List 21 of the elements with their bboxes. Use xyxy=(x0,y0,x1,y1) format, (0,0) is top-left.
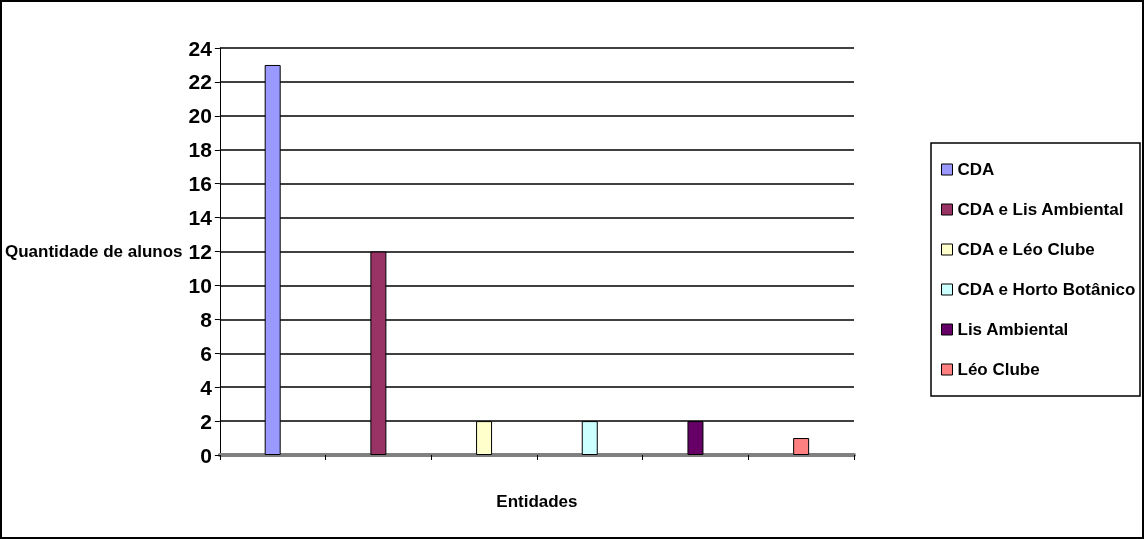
legend-label: CDA e Horto Botânico xyxy=(957,280,1136,299)
y-tick-label: 18 xyxy=(188,138,213,162)
y-axis-title: Quantidade de alunos xyxy=(4,242,183,261)
legend-label: CDA xyxy=(957,160,995,179)
legend-label: Léo Clube xyxy=(957,360,1040,379)
y-tick-label: 0 xyxy=(200,443,212,467)
legend-label: CDA e Lis Ambiental xyxy=(957,200,1124,219)
legend-label: Lis Ambiental xyxy=(957,320,1069,339)
y-tick-label: 12 xyxy=(188,240,212,263)
y-tick-label: 14 xyxy=(188,206,213,230)
legend-label: CDA e Léo Clube xyxy=(957,240,1095,259)
y-tick-label: 16 xyxy=(188,172,212,196)
x-axis-title: Entidades xyxy=(496,492,578,511)
y-tick-label: 20 xyxy=(188,104,212,128)
y-tick-label: 22 xyxy=(188,70,212,94)
y-tick-label: 4 xyxy=(200,375,213,399)
y-tick-label: 10 xyxy=(188,273,212,297)
y-tick-label: 6 xyxy=(200,341,212,365)
y-tick-label: 8 xyxy=(200,307,213,331)
y-tick-label: 24 xyxy=(188,36,213,60)
y-tick-label: 2 xyxy=(200,409,212,433)
